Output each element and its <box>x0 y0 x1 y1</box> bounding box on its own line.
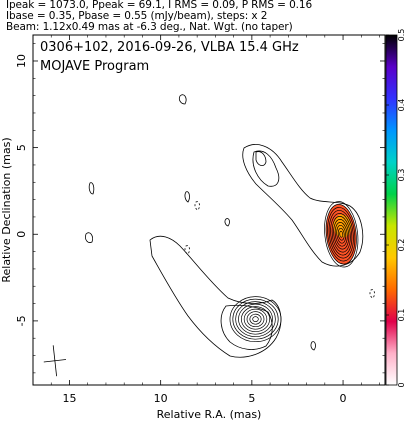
jet-knot-contour-level <box>229 296 282 343</box>
axis-ticks: 15 10 5 0 10 5 0 -5 <box>15 35 385 405</box>
plot-frame <box>32 34 386 386</box>
components-layer <box>229 201 359 343</box>
inner-extended-contour <box>220 304 273 350</box>
x-tick-label: 0 <box>340 392 347 405</box>
x-tick-label: 10 <box>154 392 168 405</box>
jet-knot-contour-level <box>235 301 276 338</box>
plot-title: 0306+102, 2016-09-26, VLBA 15.4 GHz <box>40 40 299 55</box>
y-tick-label: 0 <box>15 231 28 238</box>
y-axis-label: Relative Declination (mas) <box>0 137 13 282</box>
core-contour-level <box>336 224 347 244</box>
y-tick-label: -5 <box>15 315 28 326</box>
colorbar-tick-label: 0.1 <box>397 309 406 322</box>
core-contour-level <box>330 213 353 256</box>
isolated-contour-4 <box>184 191 190 203</box>
extended-jet-contour <box>149 235 282 358</box>
core-contour-level <box>333 219 350 250</box>
core-contour-level <box>334 221 348 247</box>
isolated-contour-5 <box>224 218 230 227</box>
jet-knot-contour-level <box>246 311 265 328</box>
core-contour-level <box>331 216 351 253</box>
x-tick-label: 5 <box>248 392 255 405</box>
x-axis-label: Relative R.A. (mas) <box>157 408 262 421</box>
jet-knot-component <box>229 296 282 343</box>
isolated-contour-1 <box>178 94 187 105</box>
plot-subtitle: MOJAVE Program <box>40 59 150 74</box>
isolated-contour-2 <box>88 182 95 195</box>
upper-jet-contour <box>242 144 364 267</box>
emission-contours <box>85 94 375 358</box>
y-tick-label: 5 <box>15 144 28 151</box>
header-line-3: Beam: 1.12x0.49 mas at -6.3 deg., Nat. W… <box>6 21 293 33</box>
colorbar-tick-label: 0.5 <box>397 29 406 42</box>
dashed-contour-2 <box>184 245 190 255</box>
core-contour-level <box>327 207 356 262</box>
knot-contour-small <box>255 151 267 166</box>
jet-knot-contour-level <box>249 313 262 325</box>
core-contour-level <box>328 210 354 259</box>
colorbar-tick-label: 0 <box>397 382 406 387</box>
beam-layer <box>43 345 67 377</box>
header-line-1: Ipeak = 1073.0, Ppeak = 69.1, I RMS = 0.… <box>6 0 313 11</box>
colorbar-tick-label: 0.4 <box>397 99 406 112</box>
header-line-2: Ibase = 0.35, Pbase = 0.55 (mJy/beam), s… <box>6 10 268 22</box>
colorbar-tick-label: 0.2 <box>397 239 406 252</box>
jet-knot-contour-level <box>232 298 279 340</box>
beam-cross <box>43 345 67 377</box>
core-component <box>324 201 359 268</box>
jet-knot-contour-level <box>252 316 259 323</box>
jet-knot-contour-level <box>240 306 271 333</box>
beam-minor-axis <box>43 359 67 363</box>
colorbar-strip <box>385 34 398 386</box>
core-contour-level <box>337 227 345 241</box>
colorbar-tick-label: 0.3 <box>397 169 406 182</box>
core-contour-level <box>339 230 344 238</box>
colorbar: 0 0.1 0.2 0.3 0.4 0.5 <box>385 29 406 388</box>
y-tick-label: 10 <box>15 54 28 68</box>
core-contour-level <box>324 201 359 268</box>
core-contour-level <box>325 204 357 265</box>
isolated-contour-3 <box>85 232 93 243</box>
dashed-contour-3 <box>369 289 375 299</box>
isolated-contour-6 <box>310 341 316 351</box>
jet-knot-contour-level <box>238 303 273 335</box>
dashed-contour-1 <box>194 201 200 211</box>
upper-jet-inner-contour <box>252 150 280 187</box>
jet-knot-contour-level <box>243 308 268 330</box>
x-tick-label: 15 <box>62 392 76 405</box>
